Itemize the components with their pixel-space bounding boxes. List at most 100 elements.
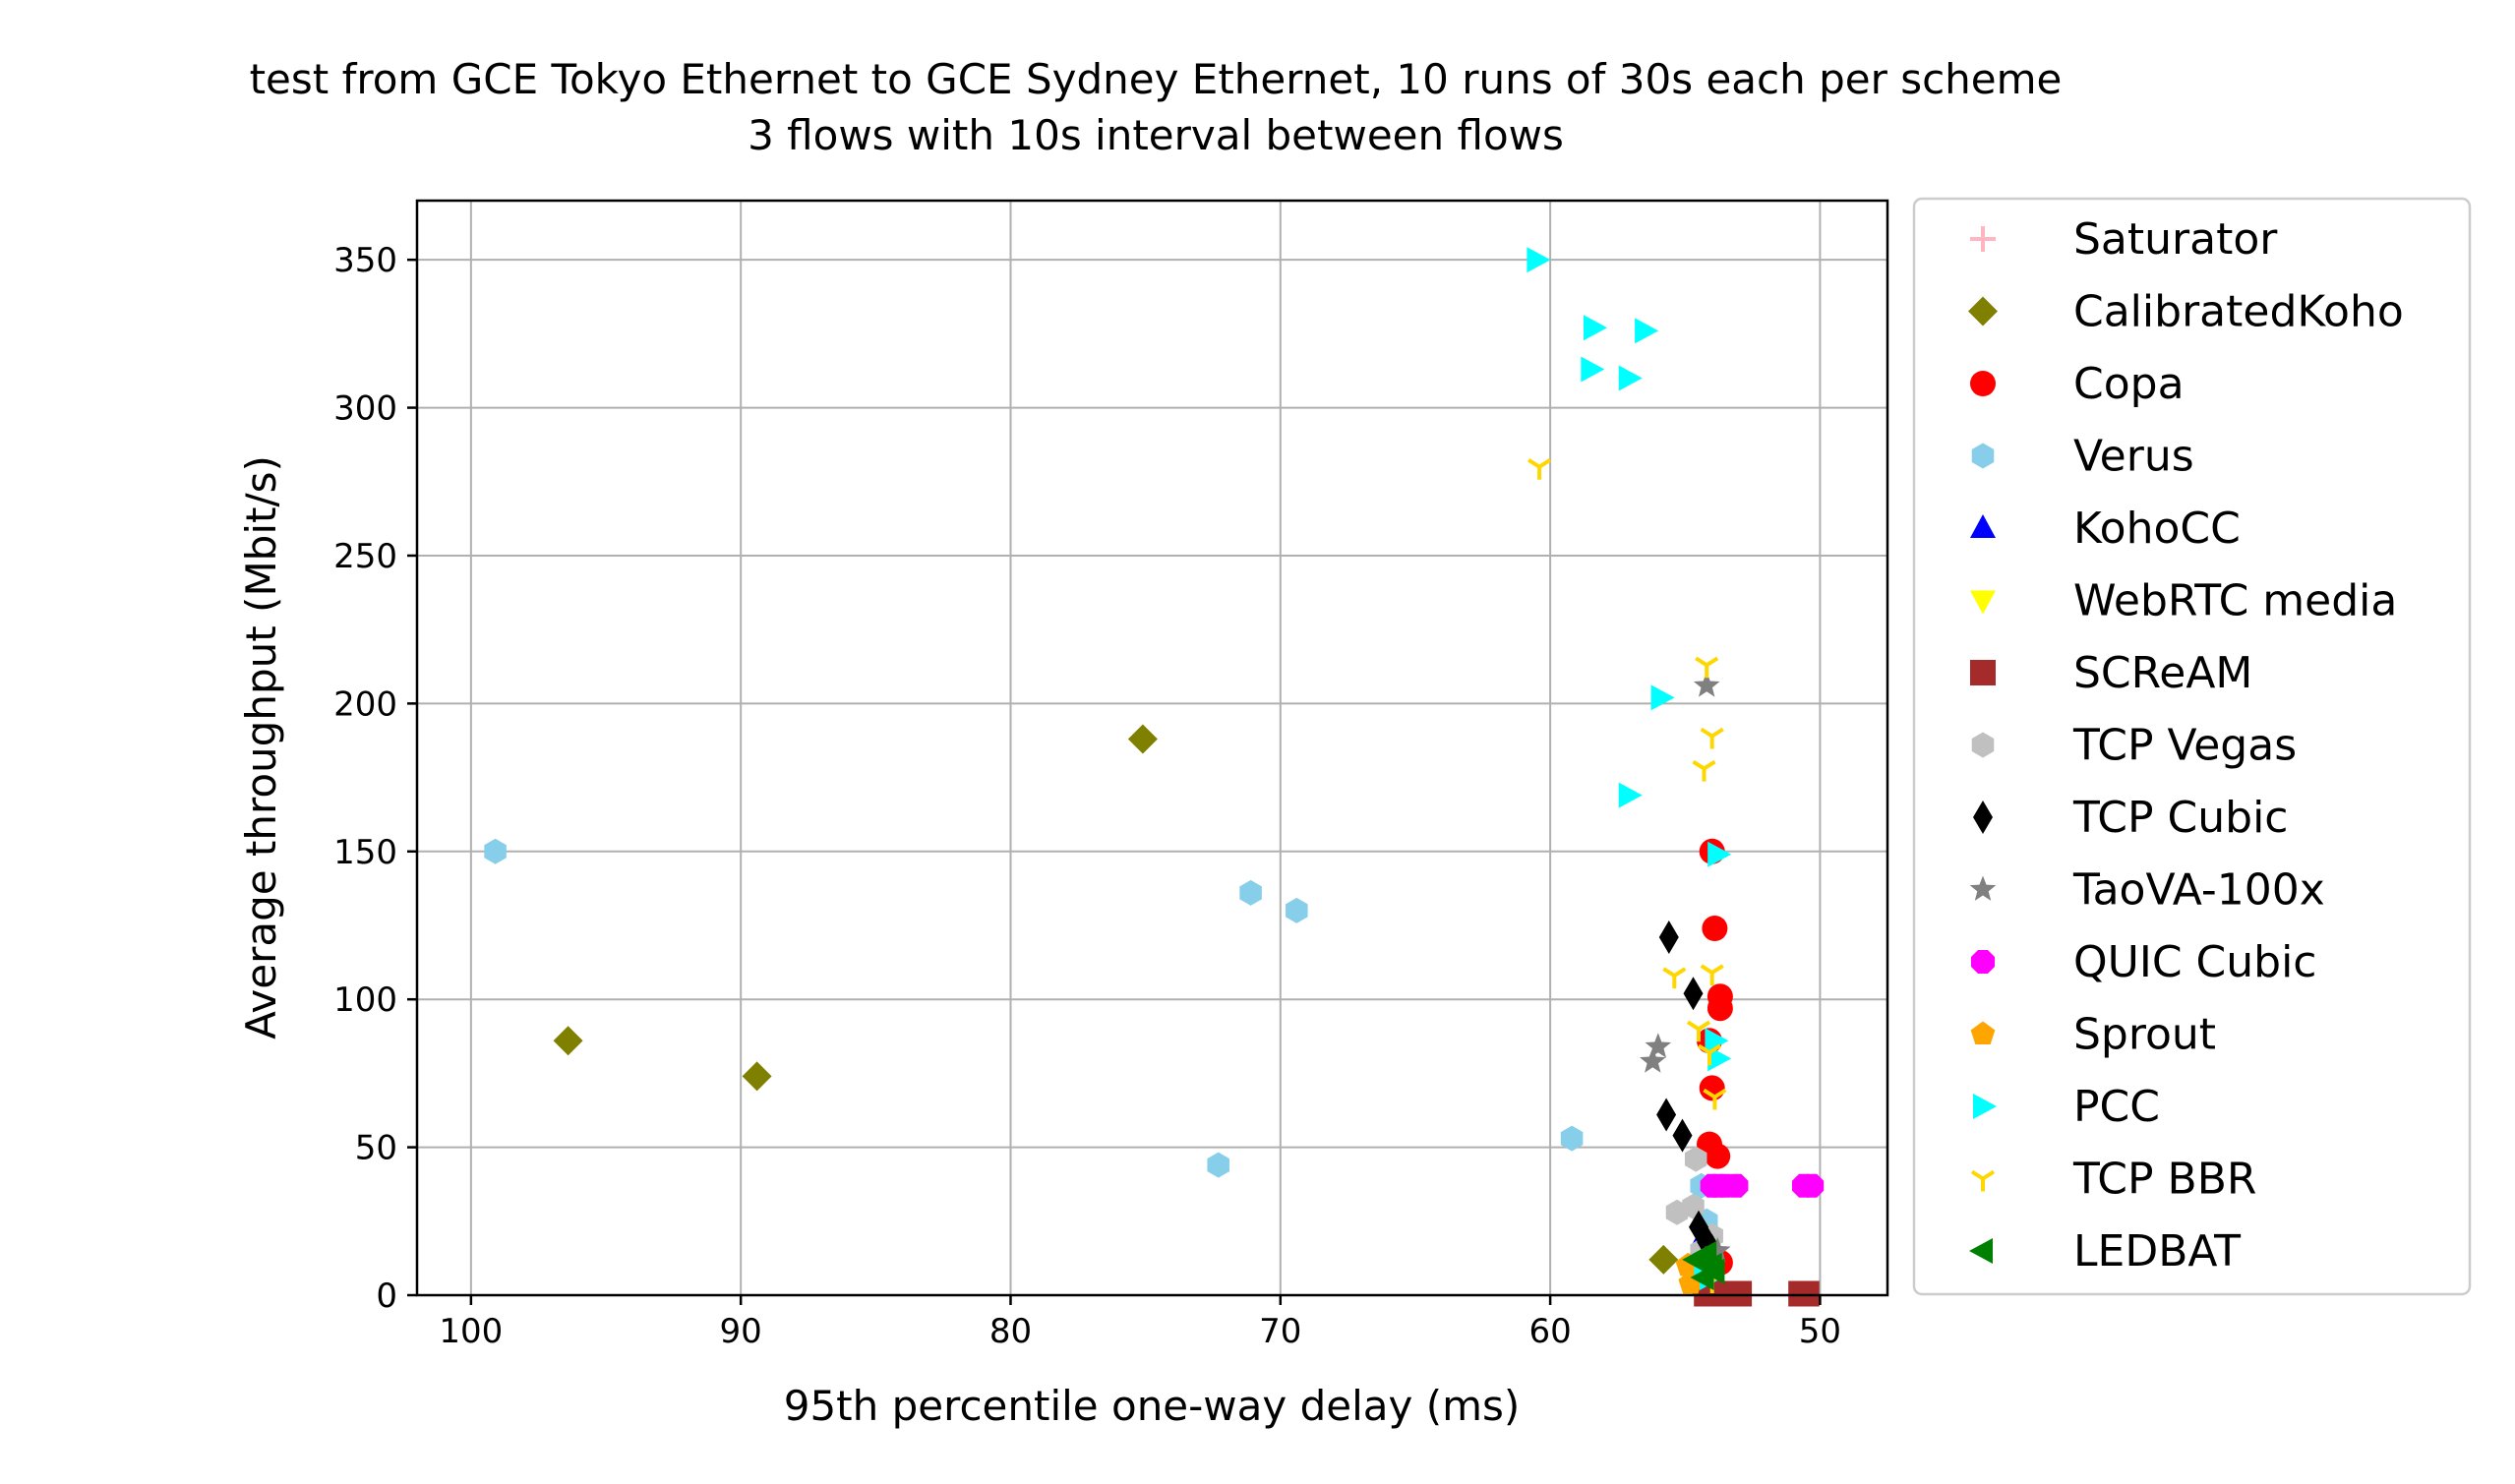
point-ledbat (1701, 1258, 1725, 1284)
point-pcc (1705, 1028, 1729, 1054)
point-verus (1207, 1152, 1229, 1178)
point-quic-cubic (1800, 1173, 1825, 1198)
point-tcp-bbr (1700, 964, 1724, 986)
point-taova-100x (1645, 1033, 1672, 1058)
legend-marker-calibratedkoho (1968, 296, 1998, 326)
legend-label-verus: Verus (2073, 432, 2194, 482)
point-quic-cubic (1724, 1173, 1749, 1198)
legend-marker-webrtc-media (1970, 590, 1996, 615)
legend-label-taova-100x: TaoVA-100x (2072, 865, 2325, 916)
legend: Saturator CalibratedKoho Copa Verus KohoCC We… (1912, 197, 2472, 1296)
legend-marker-copa (1970, 371, 1996, 396)
legend-box (1912, 197, 2472, 1296)
legend-marker-kohocc (1970, 514, 1996, 538)
point-pcc (1584, 315, 1607, 341)
point-scream (1793, 1280, 1820, 1307)
legend-marker-scream (1970, 660, 1996, 685)
point-verus (484, 838, 507, 864)
point-tcp-bbr (1695, 656, 1719, 679)
legend-label-ledbat: LEDBAT (2073, 1226, 2241, 1276)
point-tcp-bbr (1692, 759, 1716, 782)
point-tcp-bbr (1662, 967, 1687, 989)
chart-subtitle: 3 flows with 10s interval between flows (748, 111, 1564, 159)
ticks-layer: 100 90 80 70 60 50 0 50 100 150 200 250 300 350 (333, 241, 1841, 1351)
legend-label-scream: SCReAM (2073, 648, 2252, 698)
legend-marker-verus (1971, 443, 1995, 469)
x-tick-label: 100 (439, 1312, 503, 1351)
point-taova-100x (1704, 1236, 1731, 1263)
legend-marker-taova-100x (1969, 875, 1997, 901)
grid-layer (417, 201, 1887, 1296)
y-tick-label: 200 (333, 684, 397, 724)
legend-label-kohocc: KohoCC (2073, 504, 2241, 554)
y-tick-label: 300 (333, 389, 397, 429)
x-tick-label: 70 (1259, 1312, 1301, 1351)
legend-marker-ledbat (1969, 1238, 1993, 1264)
y-tick-label: 250 (333, 537, 397, 576)
point-verus (1560, 1125, 1584, 1152)
marks-layer (484, 247, 1825, 1307)
point-pcc (1527, 247, 1551, 273)
legend-marker-quic-cubic (1970, 949, 1996, 975)
point-tcp-bbr (1697, 1043, 1722, 1066)
point-tcp-cubic (1683, 977, 1704, 1011)
legend-label-tcp-cubic: TCP Cubic (2072, 793, 2289, 843)
point-pcc (1618, 782, 1643, 808)
x-tick-label: 80 (989, 1312, 1032, 1351)
point-taova-100x (1639, 1047, 1666, 1073)
legend-marker-tcp-cubic (1973, 801, 1993, 834)
point-pcc (1635, 318, 1659, 344)
legend-marker-tcp-bbr (1970, 1169, 1996, 1192)
point-pcc (1707, 841, 1732, 867)
y-axis-label: Average throughput (Mbit/s) (237, 455, 285, 1039)
point-calibratedkoho (742, 1061, 772, 1092)
y-tick-label: 50 (355, 1129, 397, 1168)
legend-label-pcc: PCC (2073, 1082, 2160, 1132)
legend-marker-tcp-vegas (1971, 732, 1995, 758)
legend-label-calibratedkoho: CalibratedKoho (2073, 287, 2404, 337)
legend-label-tcp-bbr: TCP BBR (2072, 1155, 2256, 1205)
y-tick-label: 0 (376, 1276, 397, 1316)
y-tick-label: 150 (333, 833, 397, 872)
point-tcp-vegas (1684, 1146, 1707, 1172)
point-pcc (1650, 684, 1675, 711)
point-taova-100x (1693, 672, 1720, 697)
legend-label-webrtc-media: WebRTC media (2073, 576, 2397, 626)
point-tcp-bbr (1703, 1088, 1727, 1110)
point-verus (1239, 879, 1262, 906)
legend-marker-sprout (1970, 1021, 1996, 1045)
point-ledbat (1687, 1249, 1711, 1276)
legend-label-sprout: Sprout (2073, 1010, 2216, 1060)
point-pcc (1618, 365, 1643, 391)
x-axis-label: 95th percentile one-way delay (ms) (784, 1382, 1521, 1430)
legend-label-tcp-vegas: TCP Vegas (2072, 721, 2297, 771)
point-copa (1702, 916, 1728, 941)
legend-label-saturator: Saturator (2073, 214, 2278, 265)
point-calibratedkoho (553, 1026, 583, 1056)
point-tcp-bbr (1686, 1020, 1711, 1042)
plot-frame (415, 199, 1889, 1297)
legend-marker-saturator (1970, 226, 1996, 252)
point-scream (1726, 1280, 1753, 1307)
point-tcp-bbr (1527, 458, 1552, 480)
legend-marker-pcc (1973, 1094, 1997, 1119)
point-tcp-cubic (1658, 920, 1679, 954)
x-tick-label: 90 (720, 1312, 762, 1351)
chart-title: test from GCE Tokyo Ethernet to GCE Sydn… (250, 55, 2063, 103)
point-copa (1705, 1143, 1731, 1169)
x-tick-label: 60 (1528, 1312, 1571, 1351)
y-tick-label: 350 (333, 241, 397, 280)
legend-label-copa: Copa (2073, 359, 2185, 409)
point-pcc (1581, 356, 1605, 383)
point-verus (1286, 897, 1308, 923)
point-tcp-cubic (1656, 1098, 1677, 1132)
point-tcp-cubic (1672, 1118, 1693, 1153)
point-calibratedkoho (1648, 1244, 1679, 1275)
legend-label-quic-cubic: QUIC Cubic (2073, 937, 2316, 987)
point-calibratedkoho (1127, 724, 1158, 754)
y-tick-label: 100 (333, 980, 397, 1020)
point-copa (1707, 995, 1733, 1022)
point-tcp-bbr (1700, 727, 1724, 749)
